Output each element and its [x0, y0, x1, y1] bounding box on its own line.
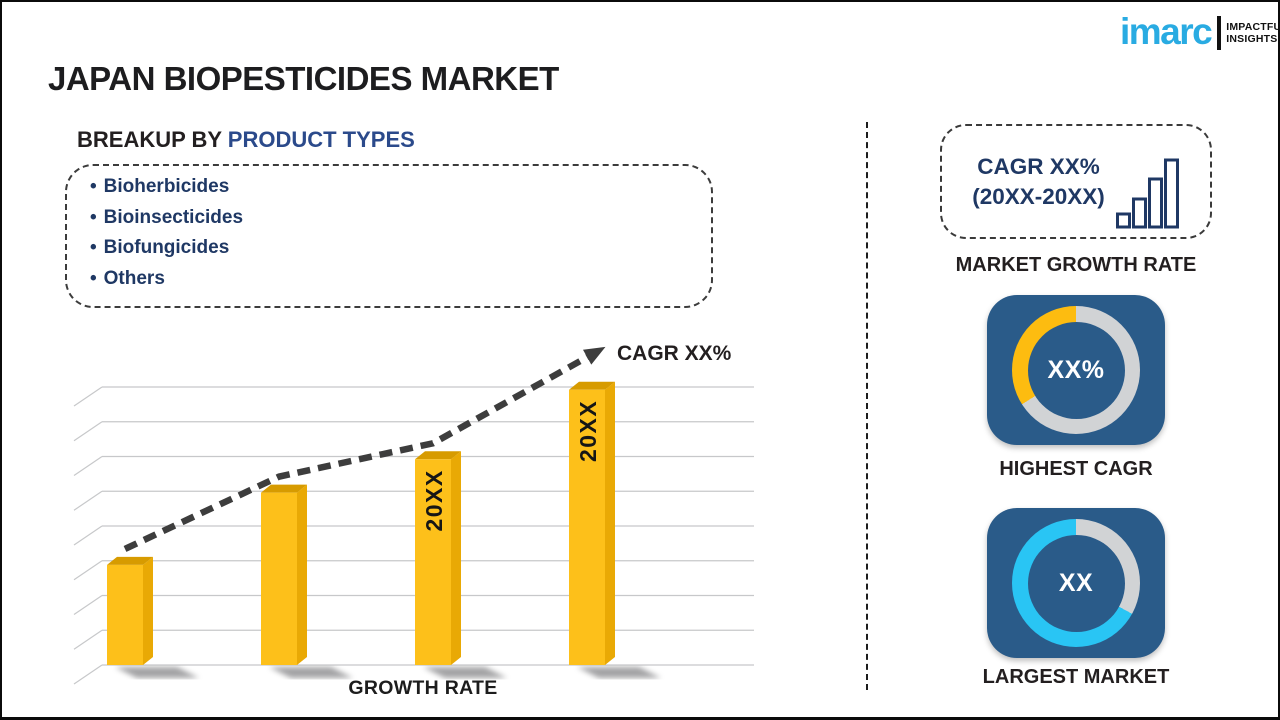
- market-growth-rate-card: CAGR XX% (20XX-20XX): [940, 124, 1212, 239]
- highest-cagr-donut: XX%: [1012, 306, 1140, 434]
- bullet-dot: •: [90, 267, 97, 289]
- growth-rate-bar-chart: 20XX 20XX: [73, 346, 754, 685]
- logo-tagline: IMPACTFUL INSIGHTS: [1226, 20, 1280, 45]
- bullet-dot: •: [90, 237, 97, 258]
- breakup-heading-highlight: PRODUCT TYPES: [227, 127, 415, 152]
- market-growth-rate-caption: MARKET GROWTH RATE: [955, 254, 1197, 276]
- largest-market-value: XX: [1027, 534, 1125, 632]
- vertical-dashed-divider: [866, 122, 868, 690]
- bullet-dot: •: [90, 176, 97, 197]
- imarc-logo-text: imarc: [1120, 10, 1213, 52]
- largest-market-caption: LARGEST MARKET: [982, 666, 1170, 688]
- list-item: • Biofungicides: [90, 237, 230, 258]
- x-axis-label: GROWTH RATE: [348, 677, 498, 699]
- product-types-box: [65, 164, 713, 308]
- largest-market-card: XX: [987, 508, 1165, 658]
- logo-divider-bar: [1217, 16, 1222, 50]
- breakup-heading-prefix: BREAKUP BY: [77, 127, 228, 152]
- bullet-dot: •: [90, 206, 97, 228]
- product-types-list: • Bioherbicides • Bioinsecticides • Biofung…: [90, 172, 243, 294]
- growth-bars-icon: [1115, 158, 1179, 228]
- trend-cagr-label: CAGR XX%: [617, 342, 732, 365]
- page-title: JAPAN BIOPESTICIDES MARKET: [48, 60, 559, 97]
- cagr-range-text: CAGR XX% (20XX-20XX): [972, 154, 1105, 209]
- highest-cagr-card: XX%: [987, 295, 1165, 445]
- svg-text:20XX: 20XX: [575, 400, 601, 462]
- highest-cagr-value: XX%: [1027, 321, 1125, 419]
- largest-market-donut: XX: [1012, 519, 1140, 647]
- list-item: • Bioherbicides: [90, 176, 230, 197]
- svg-text:20XX: 20XX: [421, 469, 447, 531]
- imarc-logo: imarc IMPACTFUL INSIGHTS: [1120, 12, 1280, 50]
- list-item: • Bioinsecticides: [90, 206, 244, 228]
- list-item: • Others: [90, 267, 165, 289]
- highest-cagr-caption: HIGHEST CAGR: [999, 458, 1153, 480]
- breakup-heading: BREAKUP BY PRODUCT TYPES: [77, 127, 415, 153]
